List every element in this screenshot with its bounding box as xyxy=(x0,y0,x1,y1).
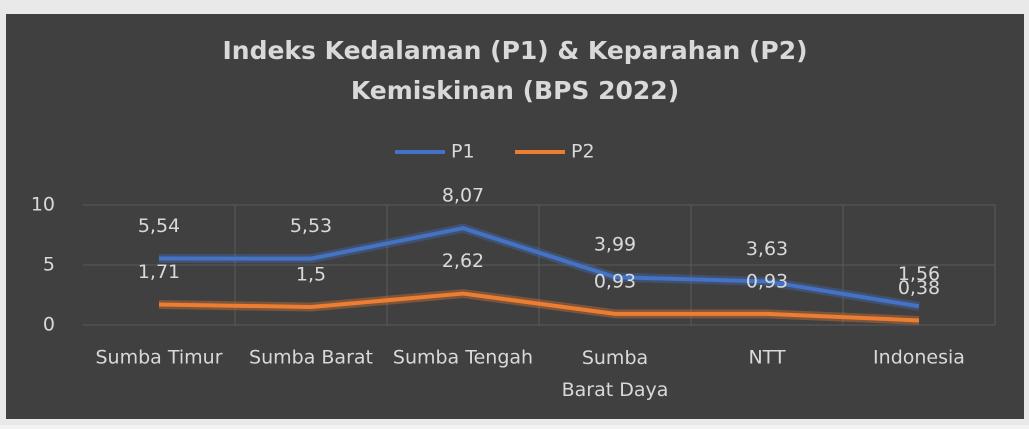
legend-label: P1 xyxy=(451,141,475,163)
x-tick-label: NTT xyxy=(748,347,785,369)
data-label: 5,54 xyxy=(138,215,180,237)
x-tick-label: Sumba Barat xyxy=(249,347,373,369)
data-label: 2,62 xyxy=(442,250,484,272)
data-label: 1,71 xyxy=(138,261,180,283)
data-label: 3,99 xyxy=(594,234,636,256)
data-label: 1,56 xyxy=(898,263,940,285)
x-tick-line: Barat Daya xyxy=(562,379,669,401)
data-label: 3,63 xyxy=(746,238,788,260)
chart-title: Kemiskinan (BPS 2022) xyxy=(351,76,679,105)
x-tick-label: Sumba Barat Daya xyxy=(562,347,669,401)
data-label: 8,07 xyxy=(442,185,484,207)
legend-label: P2 xyxy=(571,141,595,163)
series-line xyxy=(158,291,920,323)
x-tick-label: Sumba Tengah xyxy=(393,347,533,369)
data-label: 0,93 xyxy=(746,270,788,292)
x-tick-label: Sumba Timur xyxy=(95,347,222,369)
y-tick-label: 5 xyxy=(43,254,55,276)
y-tick-label: 0 xyxy=(43,314,55,336)
chart-area xyxy=(6,14,1024,419)
x-tick-label: Indonesia xyxy=(873,347,965,369)
data-label: 0,38 xyxy=(898,277,940,299)
data-label: 1,5 xyxy=(296,264,326,286)
data-label: 5,53 xyxy=(290,215,332,237)
y-tick-label: 10 xyxy=(31,194,55,216)
chart-title: Indeks Kedalaman (P1) & Keparahan (P2) xyxy=(222,36,807,65)
series-line xyxy=(158,226,920,309)
x-tick-line: Sumba xyxy=(582,347,648,369)
data-label: 0,93 xyxy=(594,270,636,292)
